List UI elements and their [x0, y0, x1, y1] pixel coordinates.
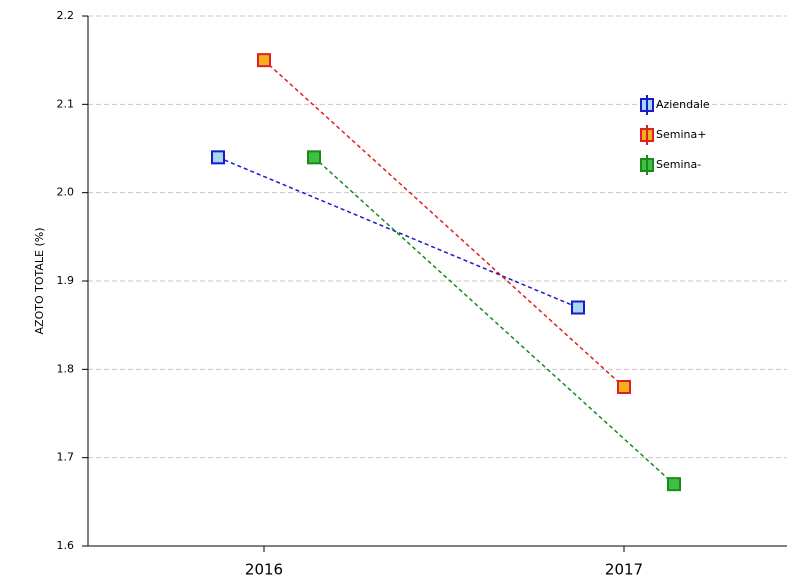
y-axis-label: AZOTO TOTALE (%): [33, 228, 46, 335]
series-line: [313, 156, 675, 485]
y-tick-label: 2.1: [57, 97, 75, 110]
marker: [307, 150, 321, 165]
x-tick-label: 2016: [245, 561, 283, 579]
y-tick-label: 1.6: [57, 539, 75, 552]
y-tick-label: 1.8: [57, 362, 75, 375]
marker: [617, 380, 631, 394]
series-line: [217, 156, 579, 309]
y-tick-label: 2.0: [57, 186, 75, 199]
legend-label: Aziendale: [656, 98, 710, 111]
y-tick-label: 1.7: [57, 451, 75, 464]
y-tick-label: 1.9: [57, 274, 75, 287]
legend-label: Semina+: [656, 128, 706, 141]
marker: [571, 300, 585, 315]
marker: [667, 477, 681, 492]
legend-label: Semina-: [656, 158, 701, 171]
y-tick-label: 2.2: [57, 9, 75, 22]
series-line: [263, 59, 625, 388]
marker: [211, 150, 225, 165]
x-tick-label: 2017: [605, 561, 643, 579]
marker: [257, 53, 271, 68]
